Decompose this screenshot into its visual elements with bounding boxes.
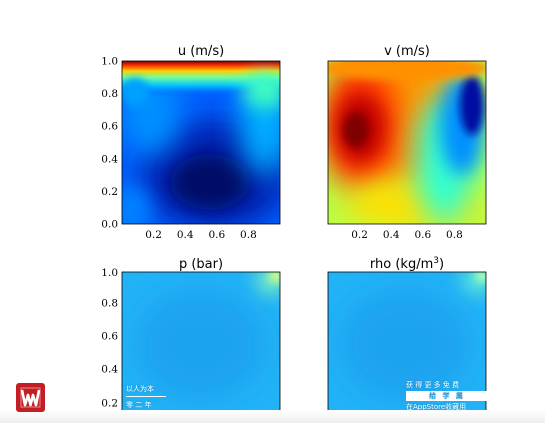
title-superscript: 3 bbox=[433, 256, 439, 266]
publisher-logo-icon bbox=[16, 383, 45, 412]
y-tick-label: 0.4 bbox=[101, 153, 118, 165]
watermark-right-bar: 给 学 属 bbox=[406, 391, 488, 401]
plot-title: u (m/s) bbox=[178, 44, 224, 59]
x-tick-label: 0.2 bbox=[351, 229, 368, 241]
y-tick-label: 0.0 bbox=[101, 219, 118, 231]
plot-p: p (bar) 0.2 0.4 0.6 0.8 1.0 bbox=[101, 257, 281, 423]
y-ticks-p: 0.2 0.4 0.6 0.8 1.0 bbox=[101, 267, 118, 410]
x-tick-label: 0.8 bbox=[240, 229, 257, 241]
title-end: ) bbox=[439, 257, 444, 272]
watermark-right-line1: 获 得 更 多 免 费 bbox=[406, 381, 460, 389]
plot-u: u (m/s) 0.2 0.4 0.6 0.8 0.0 0.2 0.4 0.6 … bbox=[101, 44, 281, 241]
y-tick-label: 0.6 bbox=[101, 331, 118, 343]
x-ticks-u: 0.2 0.4 0.6 0.8 bbox=[145, 229, 257, 241]
plot-title: p (bar) bbox=[179, 257, 223, 272]
y-tick-label: 0.8 bbox=[101, 88, 118, 100]
plot-title: rho (kg/m3) bbox=[370, 256, 444, 272]
x-tick-label: 0.4 bbox=[383, 229, 400, 241]
title-base: rho (kg/m bbox=[370, 257, 433, 272]
y-tick-label: 1.0 bbox=[101, 56, 118, 68]
heatmap-u bbox=[122, 61, 280, 224]
watermark-left: 以人为本 零 二 年 bbox=[126, 384, 166, 410]
heatmap-p bbox=[122, 272, 280, 423]
x-tick-label: 0.2 bbox=[145, 229, 162, 241]
bottom-strip bbox=[0, 410, 545, 423]
watermark-right: 获 得 更 多 免 费 给 学 属 在AppStore收藏用 bbox=[406, 380, 488, 412]
y-tick-label: 0.2 bbox=[101, 398, 118, 410]
watermark-right-line3: 在AppStore收藏用 bbox=[406, 403, 467, 411]
y-tick-label: 0.8 bbox=[101, 298, 118, 310]
watermark-left-line2: 零 二 年 bbox=[126, 401, 152, 409]
watermark-left-line1: 以人为本 bbox=[126, 385, 154, 393]
y-tick-label: 0.6 bbox=[101, 121, 118, 133]
plot-v: v (m/s) 0.2 0.4 0.6 0.8 bbox=[327, 44, 487, 241]
y-ticks-u: 0.0 0.2 0.4 0.6 0.8 1.0 bbox=[101, 56, 118, 231]
y-tick-label: 0.4 bbox=[101, 364, 118, 376]
y-tick-label: 1.0 bbox=[101, 267, 118, 279]
y-tick-label: 0.2 bbox=[101, 186, 118, 198]
logo-glyph-icon bbox=[20, 387, 41, 408]
heatmap-v bbox=[328, 61, 486, 224]
watermark-separator bbox=[126, 396, 166, 397]
x-tick-label: 0.4 bbox=[177, 229, 194, 241]
x-tick-label: 0.8 bbox=[446, 229, 463, 241]
x-tick-label: 0.6 bbox=[414, 229, 431, 241]
plot-title: v (m/s) bbox=[384, 44, 430, 59]
x-ticks-v: 0.2 0.4 0.6 0.8 bbox=[351, 229, 463, 241]
x-tick-label: 0.6 bbox=[208, 229, 225, 241]
